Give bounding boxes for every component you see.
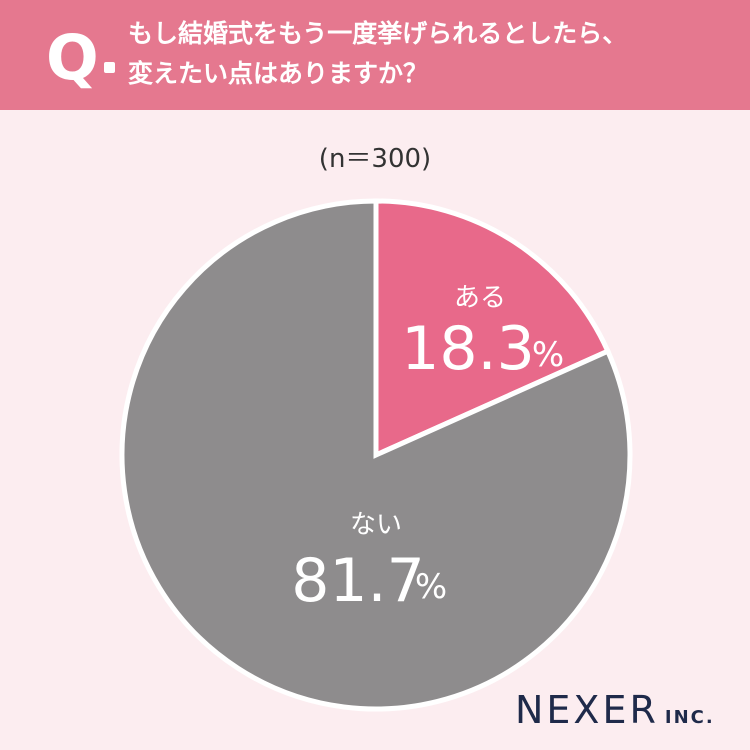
- slice-label-aru: ある: [454, 283, 506, 313]
- question-header: Q もし結婚式をもう一度挙げられるとしたら、 変えたい点はありますか？: [0, 0, 750, 110]
- question-line-2: 変えたい点はありますか？: [128, 59, 429, 88]
- logo-suffix: INC.: [664, 707, 715, 728]
- q-mark: Q: [46, 21, 99, 94]
- pie-slice-nai: [119, 198, 633, 712]
- q-dot: [104, 62, 115, 73]
- question-line-1: もし結婚式をもう一度挙げられるとしたら、: [128, 19, 628, 48]
- slice-unit-nai: %: [415, 567, 447, 607]
- logo-main: NEXER: [515, 688, 659, 732]
- pie-slice-aru: [373, 198, 612, 459]
- nexer-logo: NEXER INC.: [515, 688, 715, 732]
- question-text: もし結婚式をもう一度挙げられるとしたら、 変えたい点はありますか？: [128, 14, 728, 94]
- slice-value-nai: 81.7: [291, 546, 425, 616]
- slice-label-nai: ない: [350, 510, 402, 540]
- sample-size: (n＝300): [318, 144, 432, 174]
- slice-value-aru: 18.3: [401, 314, 535, 384]
- slice-unit-aru: %: [532, 335, 564, 375]
